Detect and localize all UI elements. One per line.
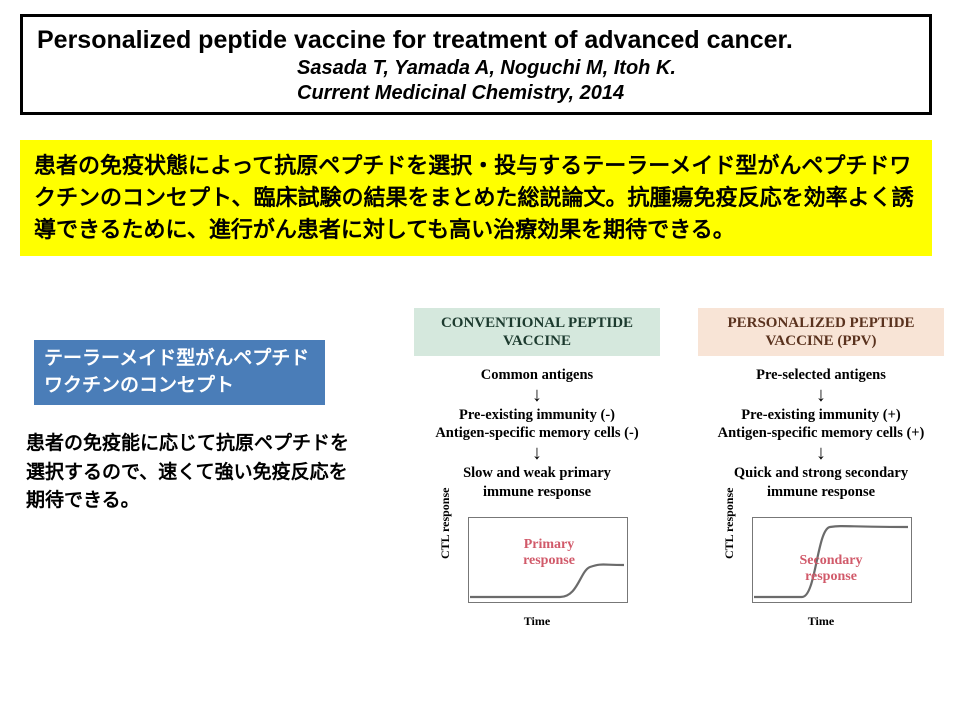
concept-label-text: テーラーメイド型がんペプチドワクチンのコンセプト (44, 348, 309, 396)
concept-label: テーラーメイド型がんペプチドワクチンのコンセプト (34, 340, 325, 405)
ppv-step3a: Quick and strong secondary (698, 464, 944, 482)
conv-step2a: Pre-existing immunity (-) (414, 406, 660, 424)
conventional-flow: Common antigens ↓ Pre-existing immunity … (414, 356, 660, 501)
conv-step1: Common antigens (414, 366, 660, 384)
arrow-down-icon: ↓ (698, 384, 944, 406)
ppv-header: PERSONALIZED PEPTIDE VACCINE (PPV) (698, 308, 944, 356)
left-note: 患者の免疫能に応じて抗原ペプチドを選択するので、速くて強い免疫反応を期待できる。 (26, 430, 366, 516)
x-axis-label: Time (442, 614, 632, 629)
ppv-step2b: Antigen-specific memory cells (+) (698, 424, 944, 442)
ppv-step2a: Pre-existing immunity (+) (698, 406, 944, 424)
paper-authors: Sasada T, Yamada A, Noguchi M, Itoh K. (37, 56, 915, 81)
y-axis-label: CTL response (438, 487, 453, 558)
conv-step2b: Antigen-specific memory cells (-) (414, 424, 660, 442)
paper-title: Personalized peptide vaccine for treatme… (37, 25, 915, 56)
y-axis-label: CTL response (722, 487, 737, 558)
summary-box: 患者の免疫状態によって抗原ペプチドを選択・投与するテーラーメイド型がんペプチドワ… (20, 140, 932, 256)
ppv-column: PERSONALIZED PEPTIDE VACCINE (PPV) Pre-s… (698, 308, 944, 627)
arrow-down-icon: ↓ (414, 442, 660, 464)
conventional-column: CONVENTIONAL PEPTIDE VACCINE Common anti… (414, 308, 660, 627)
secondary-response-label: Secondaryresponse (786, 553, 876, 585)
title-box: Personalized peptide vaccine for treatme… (20, 14, 932, 115)
arrow-down-icon: ↓ (698, 442, 944, 464)
ppv-chart: Secondaryresponse CTL response Time (726, 511, 916, 627)
ppv-flow: Pre-selected antigens ↓ Pre-existing imm… (698, 356, 944, 501)
ppv-step1: Pre-selected antigens (698, 366, 944, 384)
conventional-chart: Primaryresponse CTL response Time (442, 511, 632, 627)
arrow-down-icon: ↓ (414, 384, 660, 406)
conv-step3a: Slow and weak primary (414, 464, 660, 482)
conventional-header: CONVENTIONAL PEPTIDE VACCINE (414, 308, 660, 356)
primary-response-label: Primaryresponse (504, 537, 594, 569)
x-axis-label: Time (726, 614, 916, 629)
paper-journal: Current Medicinal Chemistry, 2014 (37, 81, 915, 106)
